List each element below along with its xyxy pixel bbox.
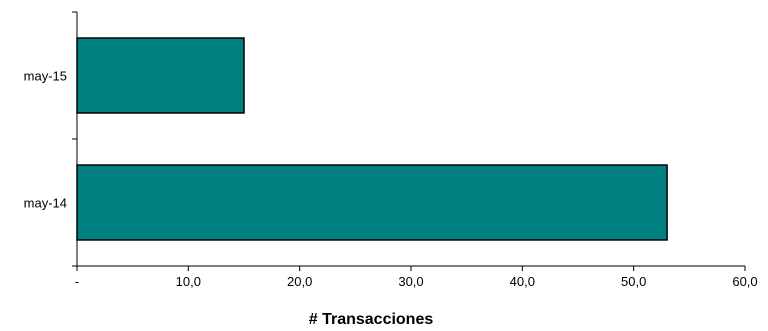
category-label-may-15: may-15 [24,69,67,84]
x-axis-title: # Transacciones [309,311,434,328]
x-tick-label: 30,0 [398,274,423,289]
x-tick-label: 40,0 [510,274,535,289]
bar-may-14 [76,164,668,241]
bars-layer [76,37,668,241]
bar-may-15 [76,37,245,114]
x-tick-label: 20,0 [287,274,312,289]
labels-layer: may-15 may-14 - 10,0 20,0 30,0 40,0 50,0 60,0 [24,69,758,290]
x-tick-label: 10,0 [176,274,201,289]
x-tick-label: 50,0 [621,274,646,289]
category-label-may-14: may-14 [24,196,67,211]
x-tick-label: - [75,274,79,289]
axes-layer [72,11,746,271]
x-tick-label: 60,0 [732,274,757,289]
